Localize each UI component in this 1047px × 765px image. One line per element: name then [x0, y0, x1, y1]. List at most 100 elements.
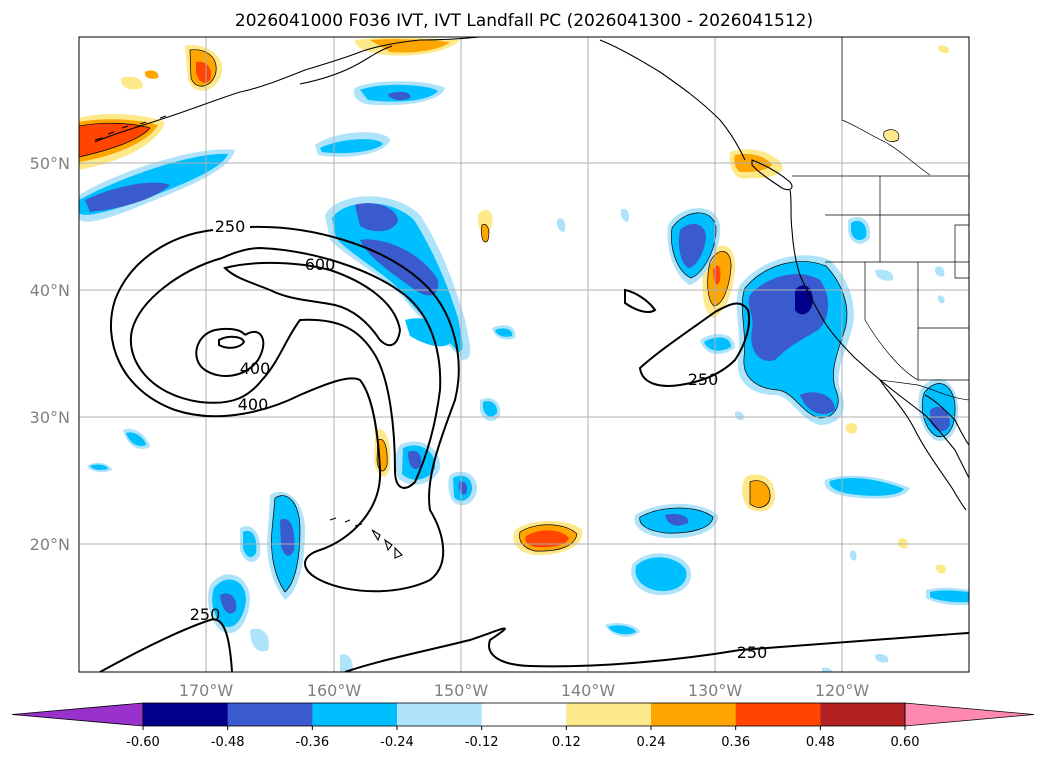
- map-frame: [78, 36, 970, 673]
- grid-lines: [79, 37, 969, 672]
- region-outline: [79, 122, 151, 158]
- region-outline: [189, 49, 217, 87]
- negative-region: [800, 392, 835, 415]
- colorbar-box: [143, 703, 229, 726]
- us-mexico-border: [879, 379, 969, 401]
- chart-title: 2026041000 F036 IVT, IVT Landfall PC (20…: [235, 11, 813, 31]
- region-outline: [671, 212, 717, 279]
- colorbar-tick-label: 0.48: [806, 735, 835, 750]
- colorbar: -0.60 -0.48 -0.36 -0.24 -0.12 0.12 0.24 0.36 0.4…: [11, 702, 1035, 750]
- positive-region: [120, 76, 143, 90]
- ivt-contours: [99, 225, 969, 672]
- positive-region: [370, 39, 450, 53]
- alaska-canada-border: [841, 37, 931, 176]
- negative-region: [934, 266, 945, 277]
- negative-region: [85, 182, 170, 212]
- negative-region: [851, 220, 867, 241]
- aleutian-islands: [94, 115, 167, 141]
- contour-label: 400: [238, 395, 269, 414]
- contour-label: 400: [240, 359, 271, 378]
- negative-region: [355, 203, 398, 232]
- coastlines: [94, 37, 969, 559]
- contour-label: 250: [190, 605, 221, 624]
- colorbar-box: [735, 703, 821, 726]
- positive-region: [196, 61, 212, 83]
- region-outline: [376, 438, 388, 472]
- lon-tick-label: 160°W: [307, 681, 362, 700]
- negative-region: [635, 557, 687, 592]
- negative-region: [495, 328, 513, 337]
- colorbar-tick-label: -0.60: [126, 735, 160, 750]
- lon-tick-label: 140°W: [561, 681, 616, 700]
- colorbar-box: [820, 703, 906, 726]
- negative-region: [704, 337, 731, 351]
- positive-region: [525, 530, 569, 548]
- region-outline: [639, 507, 714, 534]
- alaska-coast: [94, 37, 481, 143]
- positive-region: [883, 129, 899, 142]
- contour-label: 250: [215, 217, 246, 236]
- contour-label: 250: [737, 643, 768, 662]
- lat-tick-label: 40°N: [30, 281, 70, 300]
- region-outline: [271, 495, 301, 593]
- negative-region: [678, 223, 706, 268]
- mainland-mexico: [924, 394, 969, 446]
- colorbar-box: [566, 703, 652, 726]
- contour-labels: 250 600 400 400 250 250 250: [190, 217, 768, 662]
- colorbar-tick-label: 0.24: [637, 735, 666, 750]
- negative-region: [829, 477, 904, 496]
- negative-region: [930, 590, 969, 603]
- colorbar-outline: [142, 702, 906, 727]
- negative-region: [280, 518, 295, 556]
- state-border: [825, 214, 969, 263]
- positive-region: [144, 70, 159, 79]
- colorbar-extend-high: [904, 702, 1035, 727]
- colorbar-tick-label: 0.60: [891, 735, 920, 750]
- colorbar-tick-label: -0.36: [296, 735, 330, 750]
- negative-region: [340, 654, 353, 672]
- lat-tick-label: 30°N: [30, 408, 70, 427]
- negative-region: [250, 628, 269, 652]
- hawaii: [371, 529, 403, 559]
- region-outline: [749, 480, 771, 508]
- negative-region: [620, 208, 629, 222]
- region-outline: [741, 261, 848, 419]
- ivt-contour-250: [110, 225, 460, 593]
- lon-tick-labels: 170°W 160°W 150°W 140°W 130°W 120°W: [179, 681, 870, 700]
- ivt-contour-250: [99, 618, 233, 672]
- colorbar-tick-label: 0.12: [552, 735, 581, 750]
- alaska-peninsula: [299, 45, 393, 85]
- colorbar-tick-label: -0.12: [465, 735, 499, 750]
- negative-region: [408, 450, 422, 470]
- lon-tick-label: 150°W: [434, 681, 489, 700]
- ivt-contour-250: [624, 288, 657, 313]
- se-alaska-bc-coast: [599, 39, 746, 161]
- negative-region: [556, 218, 566, 232]
- negative-region: [874, 653, 889, 663]
- state-border: [864, 262, 919, 381]
- positive-region: [935, 564, 946, 574]
- ivt-contour-400: [129, 246, 442, 489]
- baja-california: [879, 379, 967, 511]
- colorbar-box: [227, 703, 313, 726]
- region-outline: [481, 223, 490, 243]
- region-outline: [883, 129, 900, 142]
- negative-region: [220, 593, 237, 614]
- lon-tick-label: 170°W: [179, 681, 234, 700]
- positive-region: [845, 422, 858, 434]
- negative-region: [608, 625, 636, 635]
- ivt-contour-400: [195, 327, 265, 377]
- lon-tick-label: 120°W: [815, 681, 870, 700]
- negative-region: [937, 295, 945, 304]
- ivt-contour-600: [223, 261, 402, 347]
- colorbar-extend-low: [11, 702, 144, 727]
- negative-region: [930, 406, 950, 432]
- negative-region: [875, 269, 894, 281]
- colorbar-tick-label: -0.24: [380, 735, 414, 750]
- colorbar-tick-label: -0.48: [211, 735, 245, 750]
- negative-region: [483, 401, 498, 417]
- region-outline: [921, 383, 956, 438]
- state-border: [917, 328, 969, 381]
- lat-tick-label: 20°N: [30, 535, 70, 554]
